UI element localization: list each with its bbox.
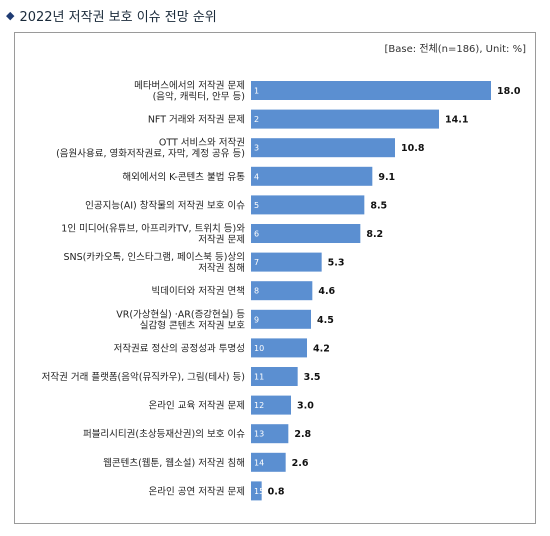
rank-label-6: 6	[254, 230, 259, 239]
rank-label-5: 5	[254, 201, 259, 210]
bar-7	[251, 252, 322, 272]
value-label-1: 18.0	[497, 86, 521, 97]
bar-5	[251, 195, 365, 215]
bar-13	[251, 424, 289, 444]
bar-8	[251, 281, 313, 301]
rank-label-11: 11	[254, 373, 264, 382]
value-label-12: 3.0	[297, 401, 314, 412]
bar-12	[251, 395, 291, 415]
rank-label-1: 1	[254, 87, 259, 96]
category-label-9: VR(가상현실) ·AR(증강현실) 등 실감형 콘텐츠 저작권 보호	[116, 309, 245, 331]
category-label-12: 온라인 교육 저작권 문제	[149, 400, 245, 412]
category-label-8: 빅데이터와 저작권 면책	[152, 285, 245, 297]
rank-label-4: 4	[254, 172, 259, 181]
category-label-7: SNS(카카오톡, 인스타그램, 페이스북 등)상의 저작권 침해	[63, 251, 245, 274]
rank-label-9: 9	[254, 315, 259, 324]
bar-1	[251, 81, 491, 100]
value-label-3: 10.8	[401, 143, 425, 154]
diamond-marker-icon: ◆	[6, 9, 15, 22]
value-label-9: 4.5	[317, 315, 334, 326]
bar-2	[251, 109, 439, 129]
category-label-10: 저작권료 정산의 공정성과 투명성	[114, 342, 245, 354]
bar-3	[251, 138, 395, 158]
category-label-5: 인공지능(AI) 창작물의 저작권 보호 이슈	[85, 199, 245, 211]
value-label-5: 8.5	[370, 200, 387, 211]
rank-label-14: 14	[254, 458, 264, 467]
rank-label-8: 8	[254, 287, 259, 296]
category-label-11: 저작권 거래 플랫폼(음악(뮤직카우), 그림(테사) 등)	[42, 371, 245, 383]
category-label-13: 퍼블리시티권(초상등재산권)의 보호 이슈	[83, 428, 245, 440]
chart-title: ◆ 2022년 저작권 보호 이슈 전망 순위	[6, 6, 217, 25]
value-label-4: 9.1	[378, 172, 395, 183]
category-label-15: 온라인 공연 저작권 문제	[149, 485, 245, 497]
base-note: [Base: 전체(n=186), Unit: %]	[384, 44, 526, 55]
category-label-1: 메타버스에서의 저작권 문제 (음악, 캐릭터, 안무 등)	[134, 80, 245, 103]
chart-frame	[14, 32, 536, 524]
bar-10	[251, 338, 307, 358]
rank-label-2: 2	[254, 115, 259, 124]
value-label-10: 4.2	[313, 343, 330, 354]
rank-label-3: 3	[254, 144, 259, 153]
category-label-3: OTT 서비스와 저작권 (음원사용료, 영화저작권료, 자막, 계정 공유 등)	[56, 137, 245, 160]
bar-11	[251, 367, 298, 386]
bar-4	[251, 166, 373, 186]
rank-label-12: 12	[254, 401, 264, 410]
category-label-6: 1인 미디어(유튜브, 아프리카TV, 트위치 등)와 저작권 문제	[61, 223, 245, 246]
rank-label-10: 10	[254, 344, 264, 353]
value-label-15: 0.8	[268, 486, 285, 497]
bar-6	[251, 224, 361, 243]
rank-label-13: 13	[254, 430, 264, 439]
chart-title-text: 2022년 저작권 보호 이슈 전망 순위	[19, 10, 217, 25]
value-label-13: 2.8	[294, 429, 311, 440]
category-label-14: 웹콘텐츠(웹툰, 웹소설) 저작권 침해	[103, 457, 245, 469]
value-label-2: 14.1	[445, 115, 468, 126]
category-label-2: NFT 거래와 저작권 문제	[148, 114, 245, 126]
bar-9	[251, 309, 311, 329]
value-label-8: 4.6	[318, 286, 335, 297]
value-label-11: 3.5	[304, 372, 321, 383]
value-label-6: 8.2	[366, 229, 383, 240]
value-label-7: 5.3	[328, 258, 345, 269]
category-label-4: 해외에서의 K-콘텐츠 불법 유통	[122, 171, 245, 183]
bar-14	[251, 452, 286, 472]
value-label-14: 2.6	[292, 458, 309, 469]
bar-15	[251, 481, 262, 501]
rank-label-7: 7	[254, 258, 259, 267]
rank-label-15: 15	[254, 487, 264, 496]
